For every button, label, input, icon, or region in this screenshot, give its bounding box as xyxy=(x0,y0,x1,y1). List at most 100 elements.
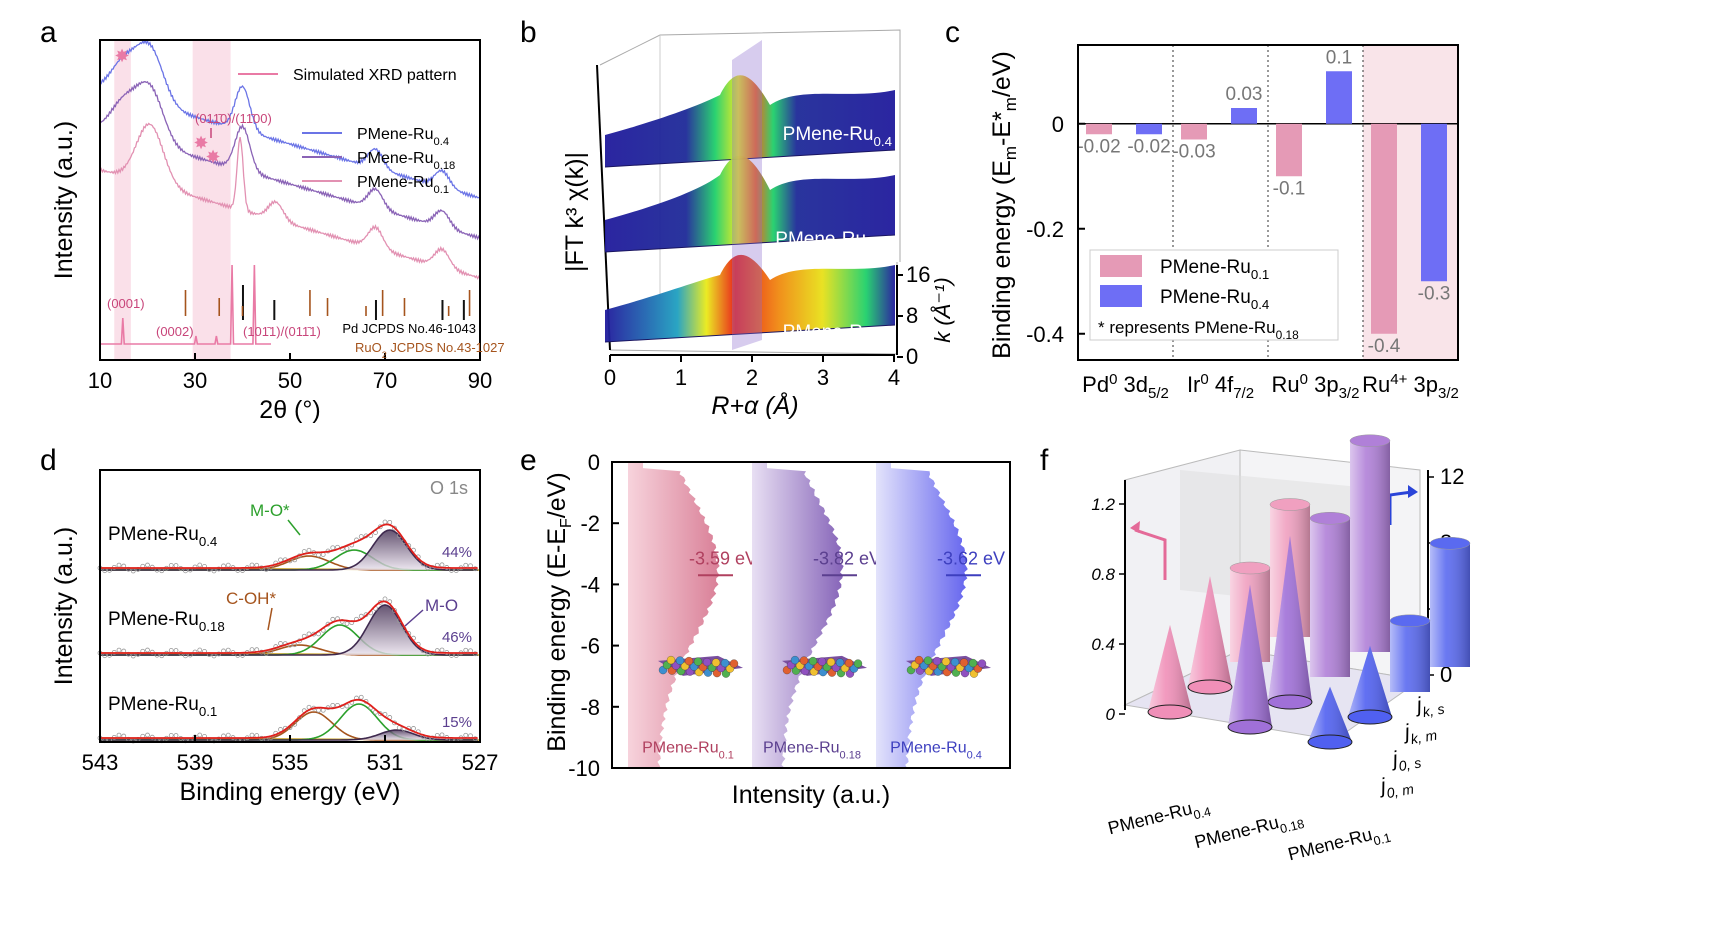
k-tick-label: 8 xyxy=(906,303,918,328)
cone-shade xyxy=(1188,576,1232,687)
axes-frame-c xyxy=(1077,44,1459,361)
annot-m-o: M-O xyxy=(425,596,458,615)
x-tick-label: 90 xyxy=(468,368,492,393)
left-tick-label: 0.4 xyxy=(1091,635,1115,654)
cylinder-top xyxy=(1349,434,1391,447)
xps-envelope xyxy=(100,600,478,654)
bar-value-label: -0.02 xyxy=(1077,136,1120,157)
d-band-center-label-2: -3.62 eV xyxy=(937,549,1005,569)
cylinder-top xyxy=(1229,561,1271,575)
atom xyxy=(666,655,676,665)
column-label-2: PMene-Ru0.4 xyxy=(890,740,982,762)
legend-swatch-1 xyxy=(1100,285,1142,307)
cone-shade xyxy=(1268,535,1312,702)
dos-profile-0 xyxy=(628,462,720,768)
cylinder-top xyxy=(1269,498,1311,511)
cone-base xyxy=(1347,709,1393,725)
sample-percent-1: 46% xyxy=(442,629,472,646)
surface-layer-1 xyxy=(605,155,895,252)
x-tick-label: 2 xyxy=(746,365,758,390)
depth-label-3: j0, m xyxy=(1376,770,1415,803)
x-tick-label: 535 xyxy=(272,750,309,775)
sample-percent-0: 44% xyxy=(442,544,472,561)
cylinder-top xyxy=(1429,537,1471,550)
atom xyxy=(693,657,703,666)
atom xyxy=(711,658,721,667)
legend-label-0: PMene-Ru0.1 xyxy=(1160,257,1269,282)
y-tick-label: -10 xyxy=(568,756,600,781)
peak-1011-label: (101̄1)/(011̄1) xyxy=(243,324,321,339)
y-tick-label: -0.4 xyxy=(1026,322,1064,347)
legend-note: * represents PMene-Ru0.18 xyxy=(1098,318,1299,342)
xps-component-2 xyxy=(100,729,478,741)
y-tick-label: 0 xyxy=(588,450,600,475)
xps-envelope xyxy=(100,523,478,569)
surface-layer-0 xyxy=(605,75,895,167)
atom xyxy=(675,656,685,665)
x-tick-label: 10 xyxy=(88,368,112,393)
xps-envelope xyxy=(100,698,478,739)
atom xyxy=(729,659,739,668)
dos-profile-1 xyxy=(752,462,844,768)
atom xyxy=(941,657,951,666)
bar-0-1 xyxy=(1181,123,1207,140)
category-label-0: Pd0 3d5/2 xyxy=(1082,371,1169,402)
atom xyxy=(950,657,960,667)
star-marker: ✸ xyxy=(193,133,208,153)
left-arrowhead xyxy=(1130,521,1140,533)
category-label-3: Ru4+ 3p3/2 xyxy=(1362,371,1459,402)
atom xyxy=(817,657,827,666)
bar-1-3 xyxy=(1421,123,1447,282)
annot-c-oh-star: C-OH* xyxy=(226,589,276,608)
dos-profile-2 xyxy=(876,462,968,768)
bar-0-3 xyxy=(1371,123,1397,334)
cylinder-shade xyxy=(1390,620,1430,692)
m-o-fill xyxy=(100,530,480,570)
atom xyxy=(923,656,933,665)
atom xyxy=(932,656,942,666)
cone-base xyxy=(1267,694,1313,710)
x-tick-label: 4 xyxy=(888,365,900,390)
y-tick-label: -6 xyxy=(580,634,600,659)
axis-left-b xyxy=(596,64,611,351)
depth-label-0: jk, s xyxy=(1412,690,1446,722)
arrow-m-o-star xyxy=(287,519,301,536)
panel-c: c-0.02 -0.03-0.1-0.4-0.020.030.1-0.30-0.2… xyxy=(945,16,1459,402)
k-axis-label: k (Å⁻¹) xyxy=(930,277,955,342)
x-tick-label: 527 xyxy=(462,750,499,775)
layer-label-1: PMene-Ru0.18 xyxy=(775,229,892,254)
depth-label-2: j0, s xyxy=(1388,744,1422,776)
column-label-1: PMene-Ru0.18 xyxy=(763,740,861,762)
panel-letter-c: c xyxy=(945,16,960,49)
panel-letter-a: a xyxy=(40,16,57,49)
surface-edge-0 xyxy=(604,149,896,168)
window-slab xyxy=(732,40,762,350)
x-axis-label-d: Binding energy (eV) xyxy=(180,778,401,806)
cone-base xyxy=(1227,719,1273,735)
sample-percent-2: 15% xyxy=(442,714,472,731)
bar-value-label: -0.4 xyxy=(1368,336,1401,357)
atom xyxy=(977,659,987,668)
x-tick-label: 1 xyxy=(675,365,687,390)
peak-0001-label: (0001) xyxy=(107,296,145,311)
x-tick-label: 543 xyxy=(82,750,119,775)
xrd-curve-2 xyxy=(99,122,481,280)
bar-1-0 xyxy=(1136,123,1162,135)
right-tick-label: 0 xyxy=(1440,662,1452,687)
x-tick-label: 3 xyxy=(817,365,829,390)
legend-label-2: PMene-Ru0.1 xyxy=(357,174,449,196)
axes-frame-a xyxy=(99,39,481,361)
x-tick-label: 30 xyxy=(183,368,207,393)
sample-label-1: PMene-Ru0.18 xyxy=(108,609,225,634)
atom xyxy=(853,659,863,668)
hkl-upper-label: (011̄0)/(11̄00) xyxy=(195,111,272,126)
atom xyxy=(914,655,924,665)
x-axis-label-b: R+α (Å) xyxy=(711,390,798,420)
surface-edge-2 xyxy=(604,324,896,343)
bar-value-label: 0.03 xyxy=(1226,84,1263,105)
right-tick-label: 12 xyxy=(1440,464,1464,489)
left-tick-label: 0.8 xyxy=(1091,565,1115,584)
left-tick-label: 1.2 xyxy=(1091,495,1115,514)
xrd-curve-0 xyxy=(99,38,481,199)
